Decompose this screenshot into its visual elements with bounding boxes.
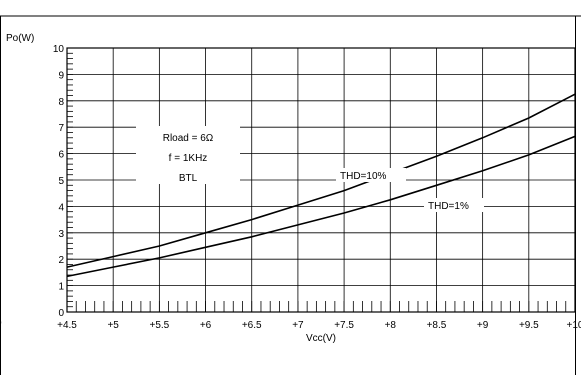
x-tick-label: +6 (200, 320, 212, 331)
series-line-thd10 (66, 93, 576, 268)
label-bg-thd1 (424, 198, 484, 212)
x-tick-label: +9 (477, 320, 489, 331)
y-tick-label: 0 (58, 308, 64, 319)
series-label-thd10: THD=10% (340, 171, 387, 182)
x-tick-label: +5.5 (149, 320, 169, 331)
y-tick-label: 7 (58, 123, 64, 134)
x-tick-labels: +4.5 +5 +5.5 +6 +6.5 +7 +7.5 +8 +8.5 +9 +9.5 +10 (57, 320, 581, 331)
grid (67, 48, 575, 312)
y-tick-label: 1 (58, 282, 64, 293)
x-tick-label: +4.5 (57, 320, 77, 331)
y-tick-labels: 0 1 2 3 4 5 6 7 8 9 10 (53, 44, 65, 319)
y-tick-label: 4 (58, 202, 64, 213)
x-tick-label: +5 (107, 320, 119, 331)
y-axis-label: Po(W) (6, 33, 34, 44)
x-tick-label: +7.5 (334, 320, 354, 331)
x-tick-label: +8 (385, 320, 397, 331)
cropped-edge-glyph: 0 (0, 318, 2, 329)
series-label-thd1: THD=1% (428, 201, 469, 212)
x-tick-label: +9.5 (519, 320, 539, 331)
annotation-bg (136, 126, 240, 184)
series-line-thd1 (66, 135, 576, 278)
x-tick-label: +7 (292, 320, 304, 331)
annotation-frequency: f = 1KHz (169, 153, 208, 164)
y-tick-label: 6 (58, 150, 64, 161)
annotation-rload: Rload = 6Ω (163, 133, 214, 144)
y-tick-label: 2 (58, 255, 64, 266)
label-bg-thd10 (336, 168, 406, 182)
y-tick-label: 10 (53, 44, 65, 55)
y-tick-label: 5 (58, 176, 64, 187)
plot-area (66, 47, 576, 313)
series-group (66, 93, 576, 278)
x-tick-label: +10 (567, 320, 581, 331)
x-axis-label: Vcc(V) (306, 333, 336, 344)
x-tick-label: +6.5 (242, 320, 262, 331)
y-tick-label: 3 (58, 229, 64, 240)
x-tick-label: +8.5 (427, 320, 447, 331)
annotation-btl: BTL (179, 173, 198, 184)
y-tick-label: 8 (58, 97, 64, 108)
y-tick-label: 9 (58, 70, 64, 81)
